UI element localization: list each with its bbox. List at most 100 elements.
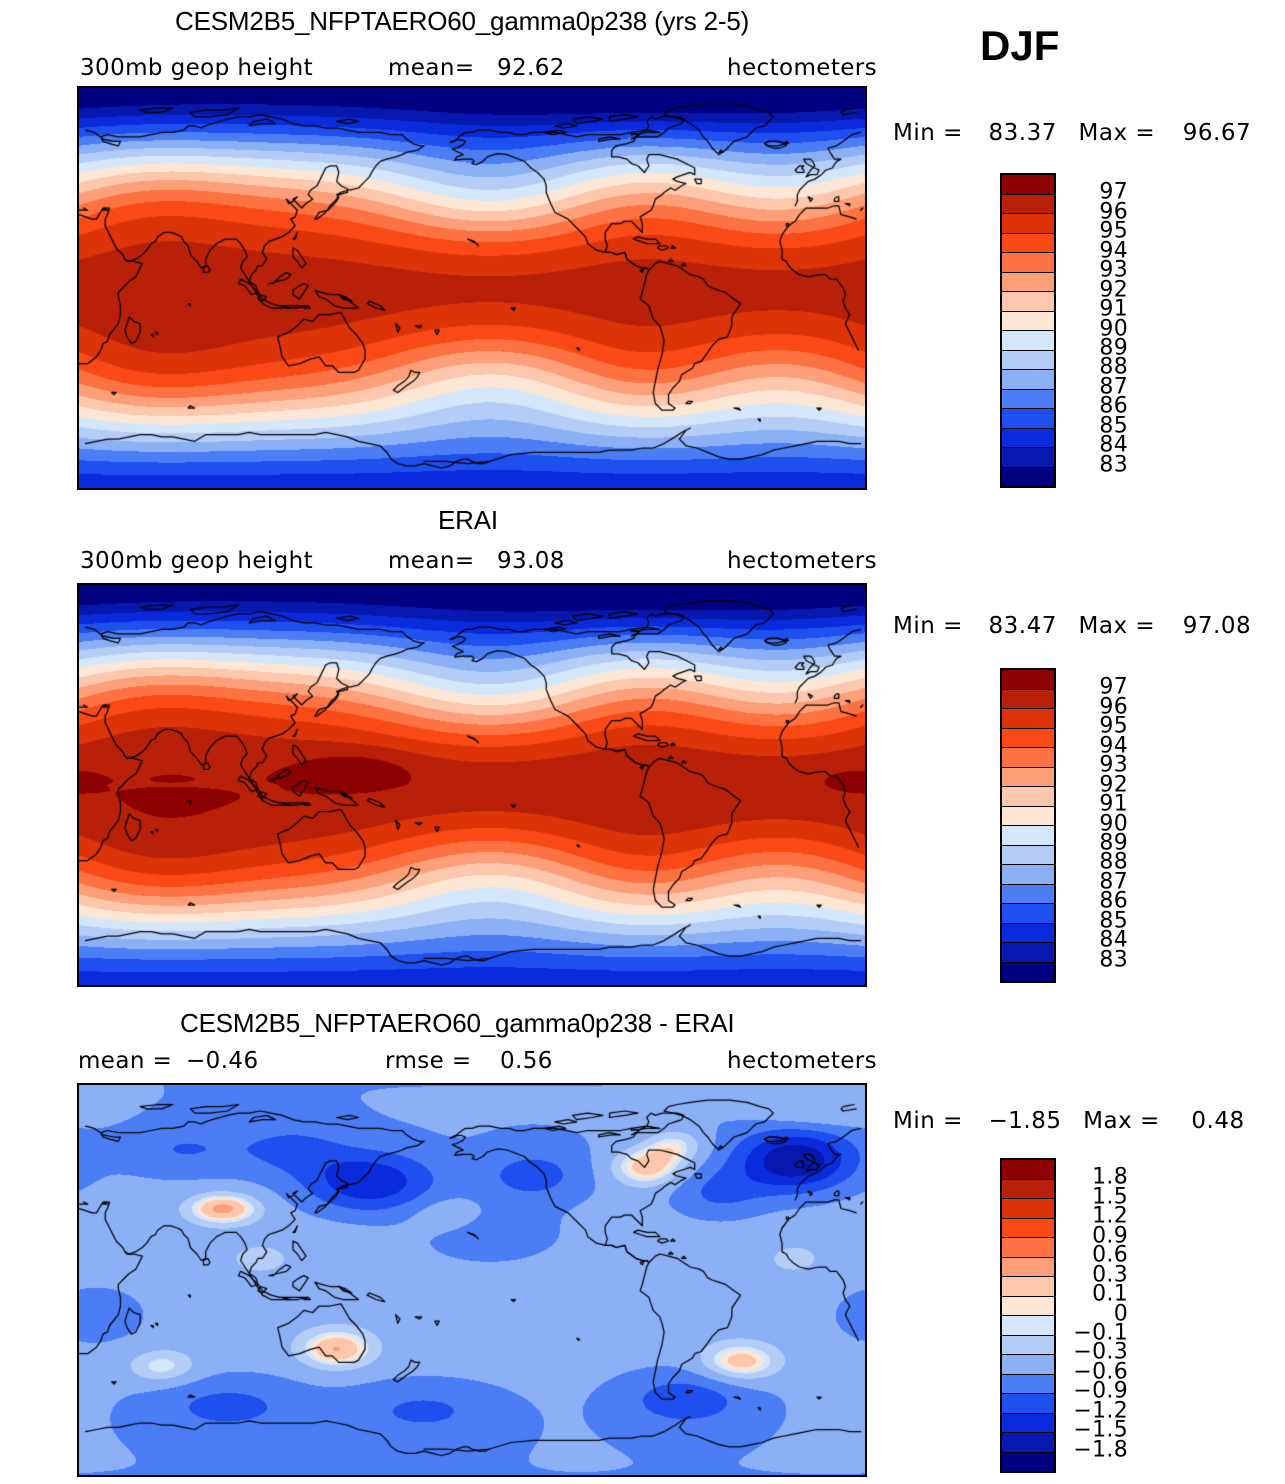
colorbar-tick-label: 88 [1099,354,1128,380]
colorbar-tick-label: 84 [1099,432,1128,458]
colorbar-band [1002,1413,1054,1433]
colorbar-band [1002,826,1054,846]
colorbar-tick-label: 92 [1099,772,1128,798]
panel-2-max-value: 97.08 [1182,613,1252,639]
colorbar-tick-label: 1.8 [1092,1164,1128,1190]
colorbar-panel-1: 97 96 95 94 93 92 91 90 89 88 87 86 85 84 83 [1000,173,1190,488]
panel-3-minmax: Min = −1.85 Max = 0.48 [893,1108,1245,1134]
colorbar-band [1002,1355,1054,1375]
colorbar-band [1002,272,1054,292]
map-model [77,86,867,490]
panel-3-rmse-label: rmse = [385,1048,472,1074]
map-model-canvas [79,88,865,488]
colorbar-band [1002,1296,1054,1316]
colorbar-panel-2-ticks: 97 96 95 94 93 92 91 90 89 88 87 86 85 84 83 [1058,668,1128,979]
colorbar-panel-1-ticks: 97 96 95 94 93 92 91 90 89 88 87 86 85 84 83 [1058,173,1128,484]
colorbar-tick-label: 91 [1099,791,1128,817]
colorbar-band [1002,350,1054,370]
colorbar-band [1002,845,1054,865]
panel-3-min-value: −1.85 [988,1108,1062,1134]
colorbar-tick-label: −0.6 [1073,1359,1128,1385]
colorbar-tick-label: −1.8 [1073,1437,1128,1463]
colorbar-tick-label: 90 [1099,316,1128,341]
colorbar-tick-label: 0.9 [1092,1223,1128,1249]
colorbar-tick-label: 94 [1099,238,1128,264]
colorbar-band [1002,1433,1054,1453]
panel-2-title: ERAI [438,505,498,535]
panel-1-min-label: Min = [893,120,963,146]
colorbar-band [1002,709,1054,729]
colorbar-band [1002,409,1054,429]
panel-1-max-label: Max = [1078,120,1156,146]
colorbar-tick-label: 97 [1099,179,1128,205]
colorbar-band [1002,689,1054,709]
colorbar-tick-label: 86 [1099,393,1128,419]
colorbar-band [1002,1277,1054,1297]
colorbar-band [1002,1199,1054,1219]
colorbar-band [1002,787,1054,807]
colorbar-band [1002,1238,1054,1258]
colorbar-tick-label: 93 [1099,257,1128,283]
panel-3-rmse-value: 0.56 [500,1048,553,1074]
colorbar-tick-label: 0.1 [1092,1281,1128,1307]
colorbar-tick-label: 97 [1099,674,1128,700]
colorbar-band [1002,923,1054,943]
panel-1-mean-label: mean= [388,55,475,81]
panel-2-variable: 300mb geop height [80,548,314,574]
colorbar-tick-label: 95 [1099,713,1128,739]
colorbar-tick-label: 96 [1099,199,1128,225]
colorbar-tick-label: 87 [1099,869,1128,895]
panel-1-min-value: 83.37 [988,120,1057,146]
panel-2-minmax: Min = 83.47 Max = 97.08 [893,613,1251,639]
colorbar-band [1002,253,1054,273]
colorbar-tick-label: 96 [1099,694,1128,720]
colorbar-band [1002,214,1054,234]
colorbar-panel-3: 1.8 1.5 1.2 0.9 0.6 0.3 0.1 0 −0.1 −0.3 −0.6 −0.9 −1… [1000,1158,1190,1473]
panel-1-variable: 300mb geop height [80,55,314,81]
colorbar-band [1002,448,1054,468]
colorbar-band [1002,389,1054,409]
colorbar-band [1002,175,1054,195]
colorbar-band [1002,865,1054,885]
colorbar-band [1002,1316,1054,1336]
colorbar-panel-1-bands [1000,173,1056,488]
panel-3-min-label: Min = [893,1108,963,1134]
colorbar-tick-label: 0.6 [1092,1242,1128,1268]
panel-1-max-value: 96.67 [1182,120,1252,146]
colorbar-tick-label: 0 [1113,1301,1128,1326]
colorbar-tick-label: 86 [1099,888,1128,914]
colorbar-band [1002,467,1054,486]
map-obs [77,583,867,987]
colorbar-band [1002,904,1054,924]
colorbar-band [1002,884,1054,904]
colorbar-tick-label: 1.2 [1092,1203,1128,1229]
colorbar-band [1002,311,1054,331]
colorbar-tick-label: −1.5 [1073,1417,1128,1443]
colorbar-tick-label: 92 [1099,277,1128,303]
colorbar-panel-3-ticks: 1.8 1.5 1.2 0.9 0.6 0.3 0.1 0 −0.1 −0.3 −0.6 −0.9 −1… [1058,1158,1128,1469]
colorbar-band [1002,943,1054,963]
colorbar-panel-2: 97 96 95 94 93 92 91 90 89 88 87 86 85 84 83 [1000,668,1190,983]
colorbar-band [1002,962,1054,981]
colorbar-band [1002,428,1054,448]
colorbar-tick-label: 88 [1099,849,1128,875]
panel-3-mean-value: −0.46 [186,1048,259,1074]
colorbar-panel-3-bands [1000,1158,1056,1473]
colorbar-band [1002,767,1054,787]
colorbar-band [1002,292,1054,312]
panel-2-units: hectometers [727,548,878,574]
panel-2-mean-value: 93.08 [497,548,565,574]
panel-1-units: hectometers [727,55,878,81]
colorbar-tick-label: 84 [1099,927,1128,953]
colorbar-tick-label: 85 [1099,908,1128,934]
colorbar-band [1002,1179,1054,1199]
colorbar-band [1002,806,1054,826]
panel-2-max-label: Max = [1078,613,1156,639]
map-difference-canvas [79,1085,865,1475]
colorbar-band [1002,1160,1054,1180]
colorbar-tick-label: 94 [1099,733,1128,759]
colorbar-panel-2-bands [1000,668,1056,983]
colorbar-band [1002,1394,1054,1414]
panel-1-mean-value: 92.62 [497,55,565,81]
colorbar-tick-label: −0.1 [1073,1320,1128,1346]
